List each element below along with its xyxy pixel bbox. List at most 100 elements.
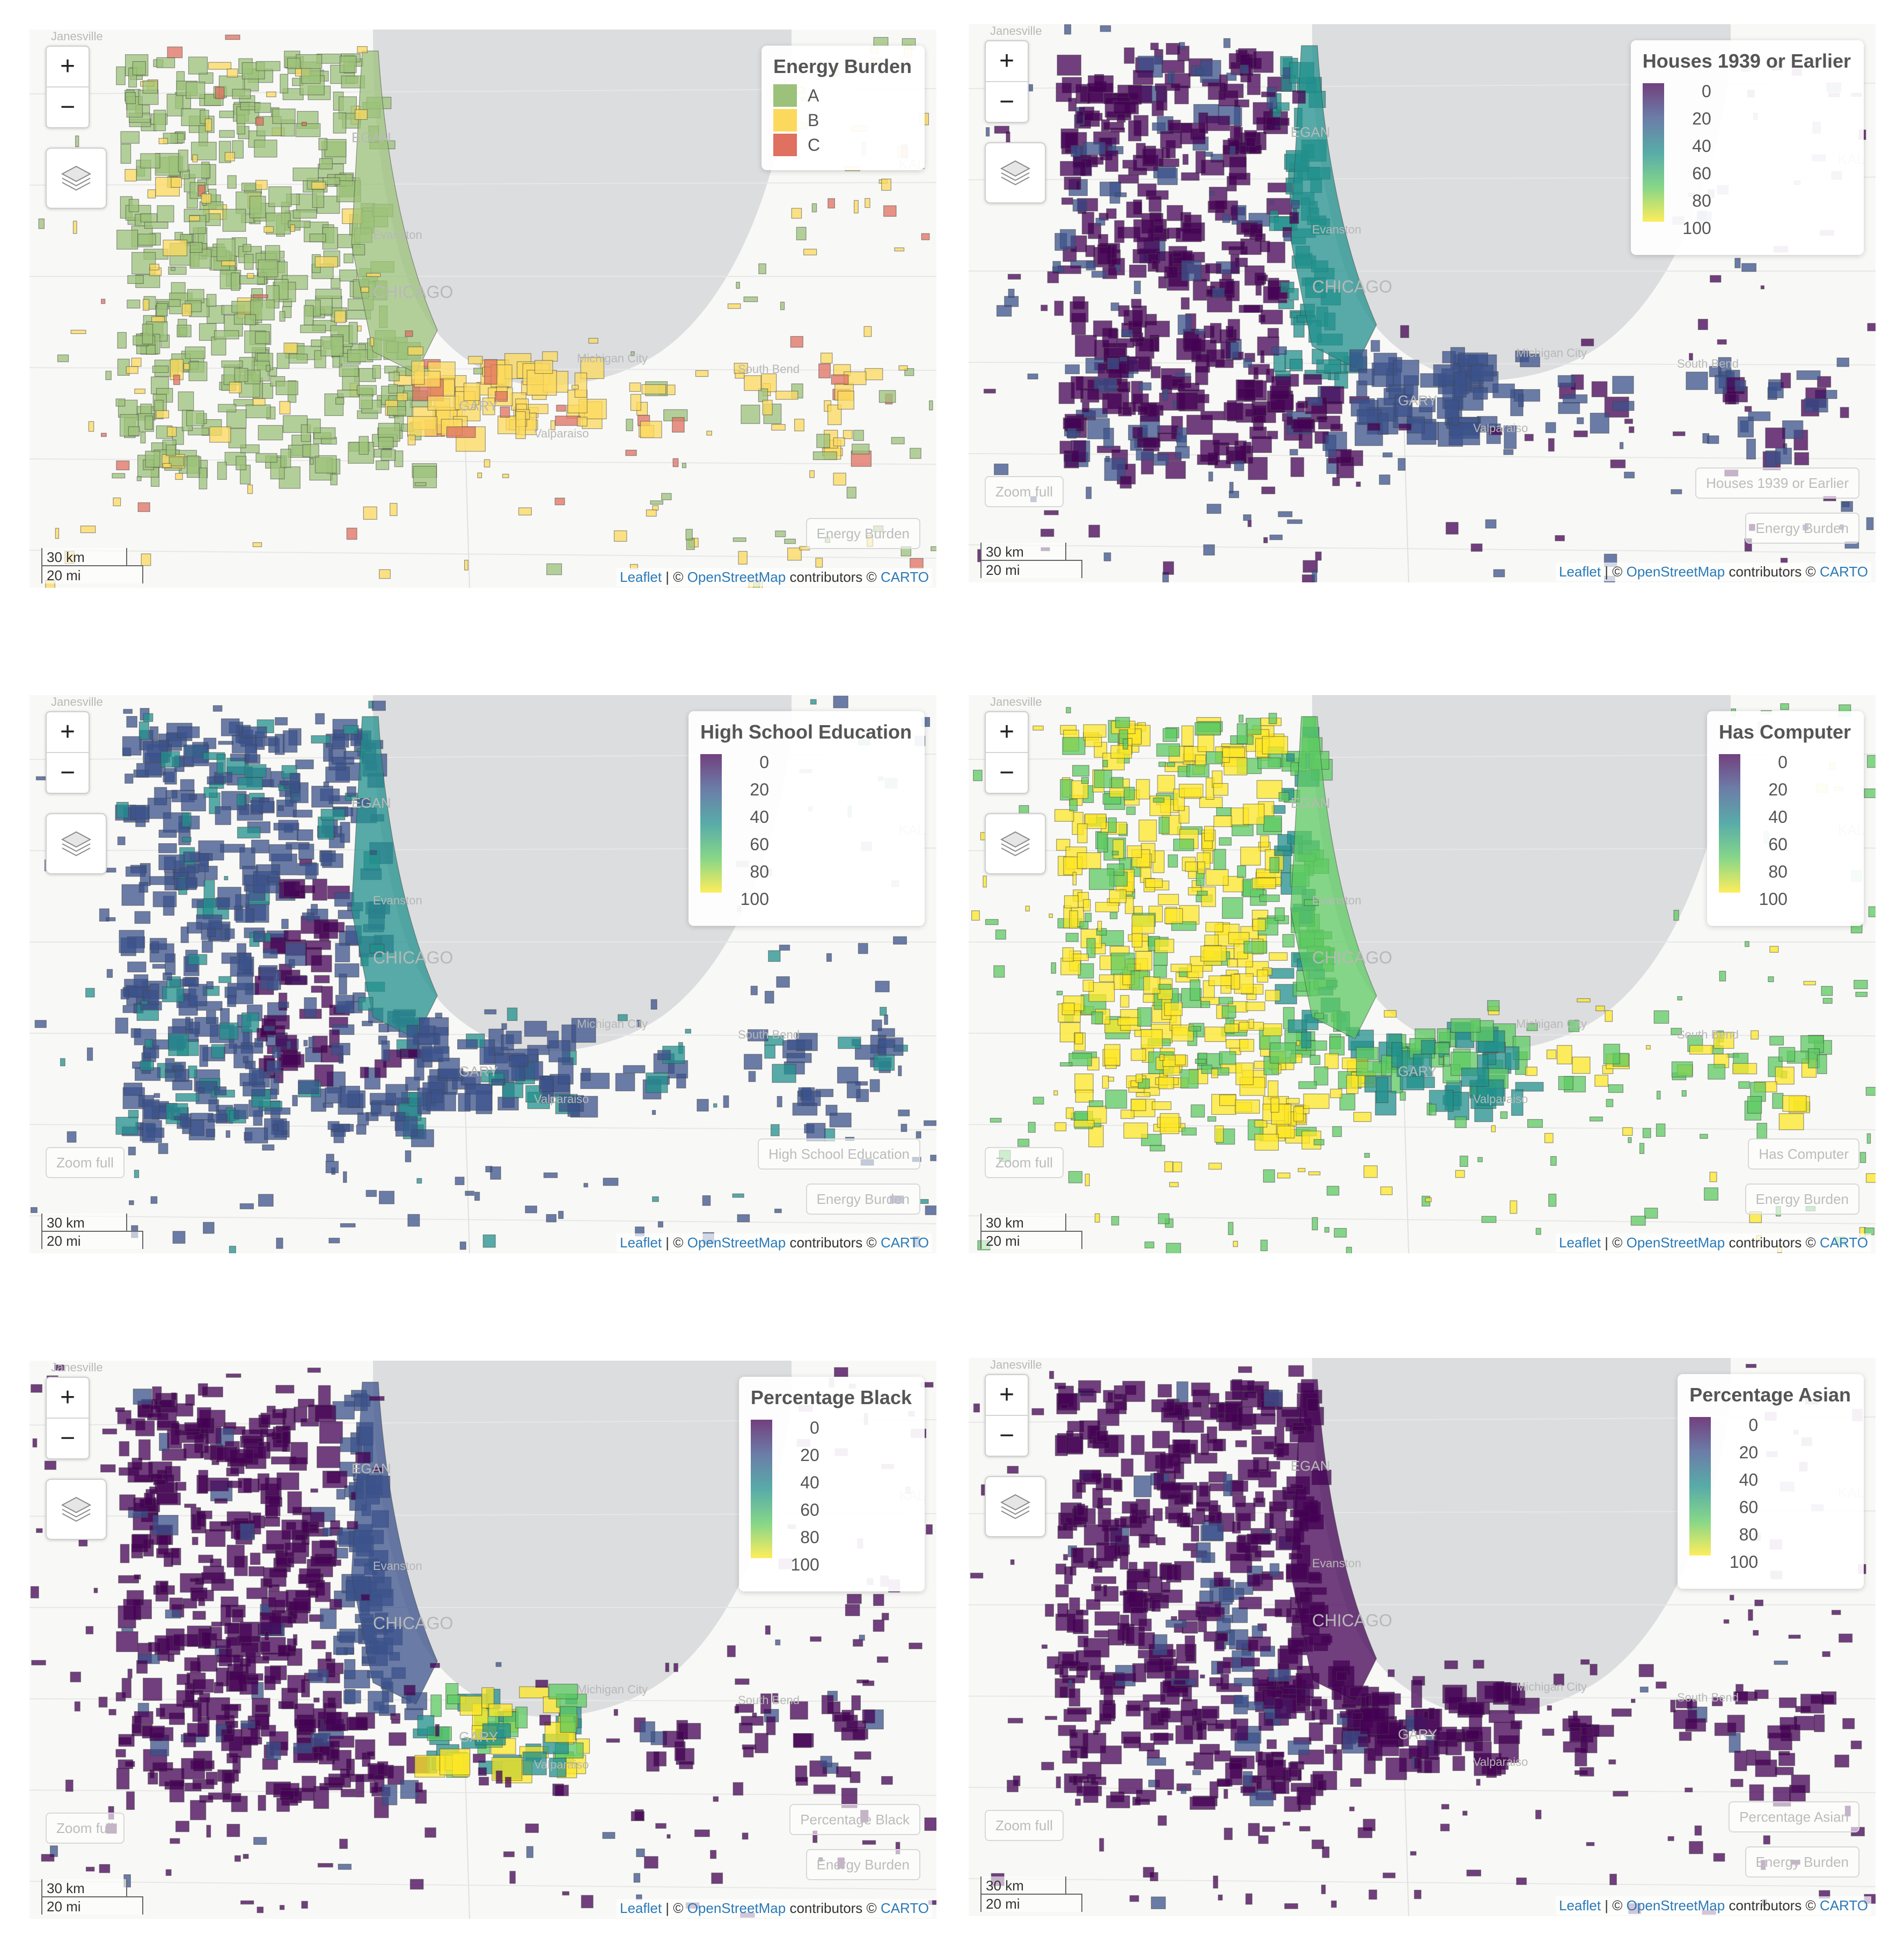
layer-toggle-button[interactable]: Energy Burden — [1745, 513, 1859, 544]
attribution-sep: | © — [1605, 564, 1623, 580]
layers-button[interactable] — [46, 813, 107, 874]
census-tract — [723, 1095, 729, 1108]
carto-link[interactable]: CARTO — [1819, 1235, 1868, 1251]
carto-link[interactable]: CARTO — [1819, 564, 1868, 580]
zoom-in-button[interactable]: + — [60, 1383, 76, 1412]
zoom-in-button[interactable]: + — [60, 718, 76, 746]
zoom-full-button[interactable]: Zoom full — [985, 476, 1064, 507]
census-tract — [1230, 1380, 1255, 1391]
census-tract — [125, 1761, 135, 1767]
census-tract — [1096, 1504, 1104, 1509]
census-tract — [165, 1609, 181, 1619]
layers-button[interactable] — [46, 1479, 107, 1540]
color-ramp — [1718, 754, 1740, 893]
layer-toggle-button[interactable]: Has Computer — [1748, 1138, 1859, 1170]
map-panel[interactable]: CHICAGO GARY Evanston EGAN Michigan City Sout… — [30, 30, 936, 588]
zoom-in-button[interactable]: + — [999, 47, 1015, 75]
census-tract — [1611, 1708, 1632, 1717]
map-panel[interactable]: CHICAGO GARY Evanston EGAN Michigan City Sout… — [30, 1361, 936, 1919]
census-tract — [1222, 747, 1246, 758]
zoom-in-button[interactable]: + — [999, 718, 1015, 746]
census-tract — [1131, 1048, 1146, 1061]
census-tract — [1557, 375, 1575, 388]
zoom-full-button[interactable]: Zoom full — [46, 1813, 125, 1844]
zoom-out-button[interactable]: − — [47, 86, 89, 127]
census-tract — [217, 462, 227, 480]
census-tract — [737, 1214, 750, 1223]
census-tract — [1075, 1610, 1089, 1616]
layer-toggle-button[interactable]: High School Education — [757, 1138, 920, 1170]
census-tract — [272, 1409, 287, 1419]
osm-link[interactable]: OpenStreetMap — [687, 1900, 786, 1916]
census-tract — [135, 1420, 155, 1436]
zoom-full-button[interactable]: Zoom full — [985, 1147, 1064, 1178]
census-tract — [1775, 1766, 1794, 1776]
layers-button[interactable] — [46, 148, 107, 209]
leaflet-link[interactable]: Leaflet — [1558, 564, 1601, 580]
carto-link[interactable]: CARTO — [880, 569, 929, 585]
census-tract — [1322, 1846, 1330, 1858]
zoom-full-button[interactable]: Zoom full — [46, 1147, 125, 1178]
zoom-out-button[interactable]: − — [47, 752, 89, 793]
census-tract — [787, 1039, 812, 1050]
census-tract — [1315, 551, 1322, 561]
carto-link[interactable]: CARTO — [1819, 1897, 1868, 1913]
census-tract — [1053, 1090, 1058, 1095]
osm-link[interactable]: OpenStreetMap — [1626, 1235, 1725, 1251]
leaflet-link[interactable]: Leaflet — [619, 1900, 662, 1916]
census-tract — [199, 468, 208, 490]
layer-toggle-button[interactable]: Percentage Black — [789, 1804, 920, 1835]
osm-link[interactable]: OpenStreetMap — [687, 569, 786, 585]
layer-toggle-button[interactable]: Energy Burden — [805, 518, 920, 549]
layers-button[interactable] — [985, 1476, 1046, 1537]
zoom-full-button[interactable]: Zoom full — [985, 1810, 1064, 1841]
layer-toggle-button[interactable]: Energy Burden — [1745, 1184, 1859, 1215]
zoom-in-button[interactable]: + — [999, 1380, 1015, 1409]
census-tract — [1243, 358, 1253, 368]
census-tract — [1505, 1046, 1520, 1070]
layers-button[interactable] — [985, 142, 1046, 203]
census-tract — [571, 1018, 596, 1043]
map-panel[interactable]: CHICAGO GARY Evanston EGAN Michigan City Sout… — [969, 1358, 1876, 1916]
layer-toggle-button[interactable]: Percentage Asian — [1729, 1801, 1859, 1832]
leaflet-link[interactable]: Leaflet — [619, 1235, 662, 1251]
census-tract — [1182, 154, 1189, 165]
layer-toggle-button[interactable]: Energy Burden — [1745, 1846, 1859, 1878]
leaflet-link[interactable]: Leaflet — [1558, 1897, 1601, 1913]
census-tract — [1239, 714, 1244, 723]
legend-swatch — [773, 134, 797, 156]
map-panel[interactable]: CHICAGO GARY Evanston EGAN Michigan City Sout… — [969, 24, 1876, 582]
census-tract — [1171, 921, 1197, 931]
census-tract — [1473, 1660, 1484, 1669]
zoom-out-button[interactable]: − — [986, 1415, 1028, 1456]
census-tract — [137, 502, 150, 512]
census-tract — [735, 1704, 755, 1713]
census-tract — [1535, 1809, 1542, 1820]
zoom-out-button[interactable]: − — [47, 1418, 89, 1458]
census-tract — [1253, 405, 1267, 416]
census-tract — [266, 1060, 282, 1074]
layer-toggle-button[interactable]: Houses 1939 or Earlier — [1695, 468, 1859, 499]
leaflet-link[interactable]: Leaflet — [619, 569, 662, 585]
map-panel[interactable]: CHICAGO GARY Evanston EGAN Michigan City Sout… — [30, 695, 936, 1253]
census-tract — [189, 794, 197, 800]
zoom-out-button[interactable]: − — [986, 81, 1028, 122]
osm-link[interactable]: OpenStreetMap — [687, 1235, 786, 1251]
layer-toggle-button[interactable]: Energy Burden — [805, 1184, 920, 1215]
zoom-out-button[interactable]: − — [986, 752, 1028, 793]
zoom-in-button[interactable]: + — [60, 52, 76, 81]
osm-link[interactable]: OpenStreetMap — [1626, 564, 1725, 580]
layers-button[interactable] — [985, 813, 1046, 874]
leaflet-link[interactable]: Leaflet — [1558, 1235, 1601, 1251]
carto-link[interactable]: CARTO — [880, 1235, 929, 1251]
map-panel[interactable]: CHICAGO GARY Evanston EGAN Michigan City Sout… — [969, 695, 1876, 1253]
osm-link[interactable]: OpenStreetMap — [1626, 1897, 1725, 1913]
census-tract — [329, 1735, 355, 1748]
carto-link[interactable]: CARTO — [880, 1900, 929, 1916]
layer-toggle-button[interactable]: Energy Burden — [805, 1849, 920, 1880]
